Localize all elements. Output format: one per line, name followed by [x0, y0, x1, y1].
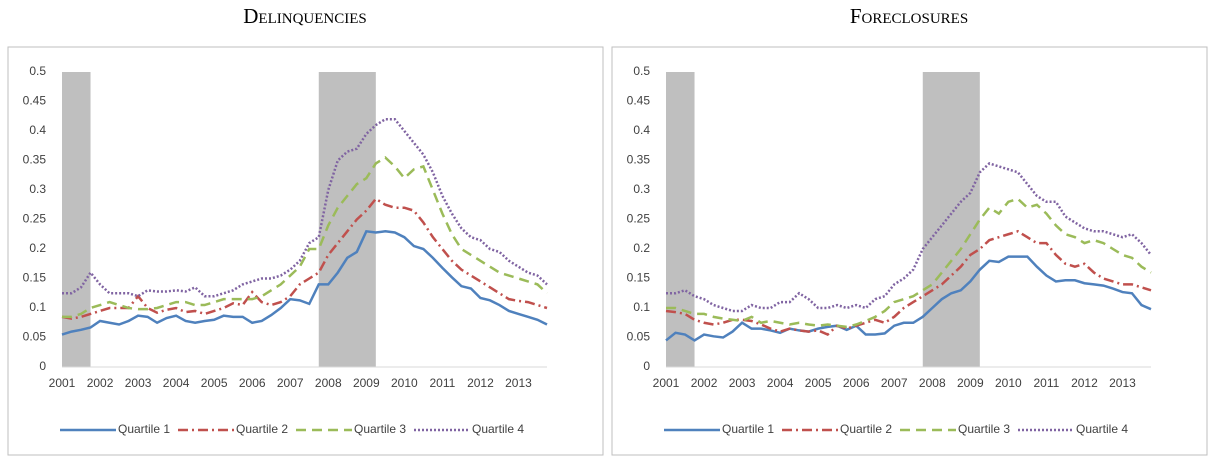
y-tick-label: 0.15: [23, 271, 47, 285]
x-tick-label: 2002: [87, 376, 114, 390]
x-tick-label: 2008: [919, 376, 946, 390]
legend-label: Quartile 3: [958, 422, 1010, 436]
series-line: [61, 197, 548, 320]
legend-label: Quartile 1: [118, 422, 170, 436]
chart-title: Delinquencies: [243, 4, 366, 28]
y-tick-label: 0.2: [29, 241, 46, 255]
series-line: [62, 117, 548, 298]
y-tick-label: 0.1: [633, 300, 650, 314]
x-tick-label: 2013: [505, 376, 532, 390]
series-line: [665, 255, 1152, 342]
series-line: [666, 197, 1152, 329]
y-tick-label: 0.4: [29, 123, 46, 137]
x-tick-label: 2002: [691, 376, 718, 390]
panel-border: [7, 46, 604, 456]
y-tick-label: 0: [39, 359, 46, 373]
x-tick-label: 2005: [805, 376, 832, 390]
x-tick-label: 2005: [201, 376, 228, 390]
series-line: [62, 155, 548, 319]
y-tick-label: 0.3: [633, 182, 650, 196]
recession-band: [62, 72, 91, 367]
y-tick-label: 0.05: [23, 330, 47, 344]
y-tick-label: 0.4: [633, 123, 650, 137]
y-tick-label: 0.45: [23, 94, 47, 108]
series-line: [666, 162, 1152, 313]
x-tick-label: 2007: [881, 376, 908, 390]
x-tick-label: 2004: [767, 376, 794, 390]
legend-label: Quartile 3: [354, 422, 406, 436]
y-tick-label: 0.35: [627, 153, 651, 167]
legend-label: Quartile 4: [472, 422, 524, 436]
legend-label: Quartile 2: [840, 422, 892, 436]
legend-label: Quartile 4: [1076, 422, 1128, 436]
legend-label: Quartile 1: [722, 422, 774, 436]
y-tick-label: 0.5: [633, 64, 650, 78]
x-tick-label: 2003: [125, 376, 152, 390]
x-tick-label: 2008: [315, 376, 342, 390]
y-tick-label: 0.15: [627, 271, 651, 285]
recession-band: [922, 72, 980, 367]
legend-label: Quartile 2: [236, 422, 288, 436]
x-tick-label: 2003: [729, 376, 756, 390]
y-tick-label: 0.25: [627, 212, 651, 226]
x-tick-label: 2011: [1033, 376, 1059, 390]
chart-title: Foreclosures: [850, 4, 968, 28]
x-tick-label: 2011: [429, 376, 455, 390]
recession-band: [666, 72, 695, 367]
y-tick-label: 0.2: [633, 241, 650, 255]
x-tick-label: 2012: [467, 376, 494, 390]
x-tick-label: 2009: [353, 376, 380, 390]
x-tick-label: 2012: [1071, 376, 1098, 390]
x-tick-label: 2010: [995, 376, 1022, 390]
x-tick-label: 2004: [163, 376, 190, 390]
series-line: [665, 229, 1152, 337]
recession-band: [318, 72, 376, 367]
x-tick-label: 2001: [653, 376, 680, 390]
series-line: [61, 229, 548, 336]
x-tick-label: 2007: [277, 376, 304, 390]
y-tick-label: 0.25: [23, 212, 47, 226]
panel-border: [611, 46, 1208, 456]
y-tick-label: 0.1: [29, 300, 46, 314]
y-tick-label: 0.45: [627, 94, 651, 108]
y-tick-label: 0.5: [29, 64, 46, 78]
y-tick-label: 0.35: [23, 153, 47, 167]
x-tick-label: 2010: [391, 376, 418, 390]
y-tick-label: 0.05: [627, 330, 651, 344]
x-tick-label: 2009: [957, 376, 984, 390]
y-tick-label: 0.3: [29, 182, 46, 196]
x-tick-label: 2006: [843, 376, 870, 390]
x-tick-label: 2013: [1109, 376, 1136, 390]
x-tick-label: 2006: [239, 376, 266, 390]
y-tick-label: 0: [643, 359, 650, 373]
x-tick-label: 2001: [49, 376, 76, 390]
